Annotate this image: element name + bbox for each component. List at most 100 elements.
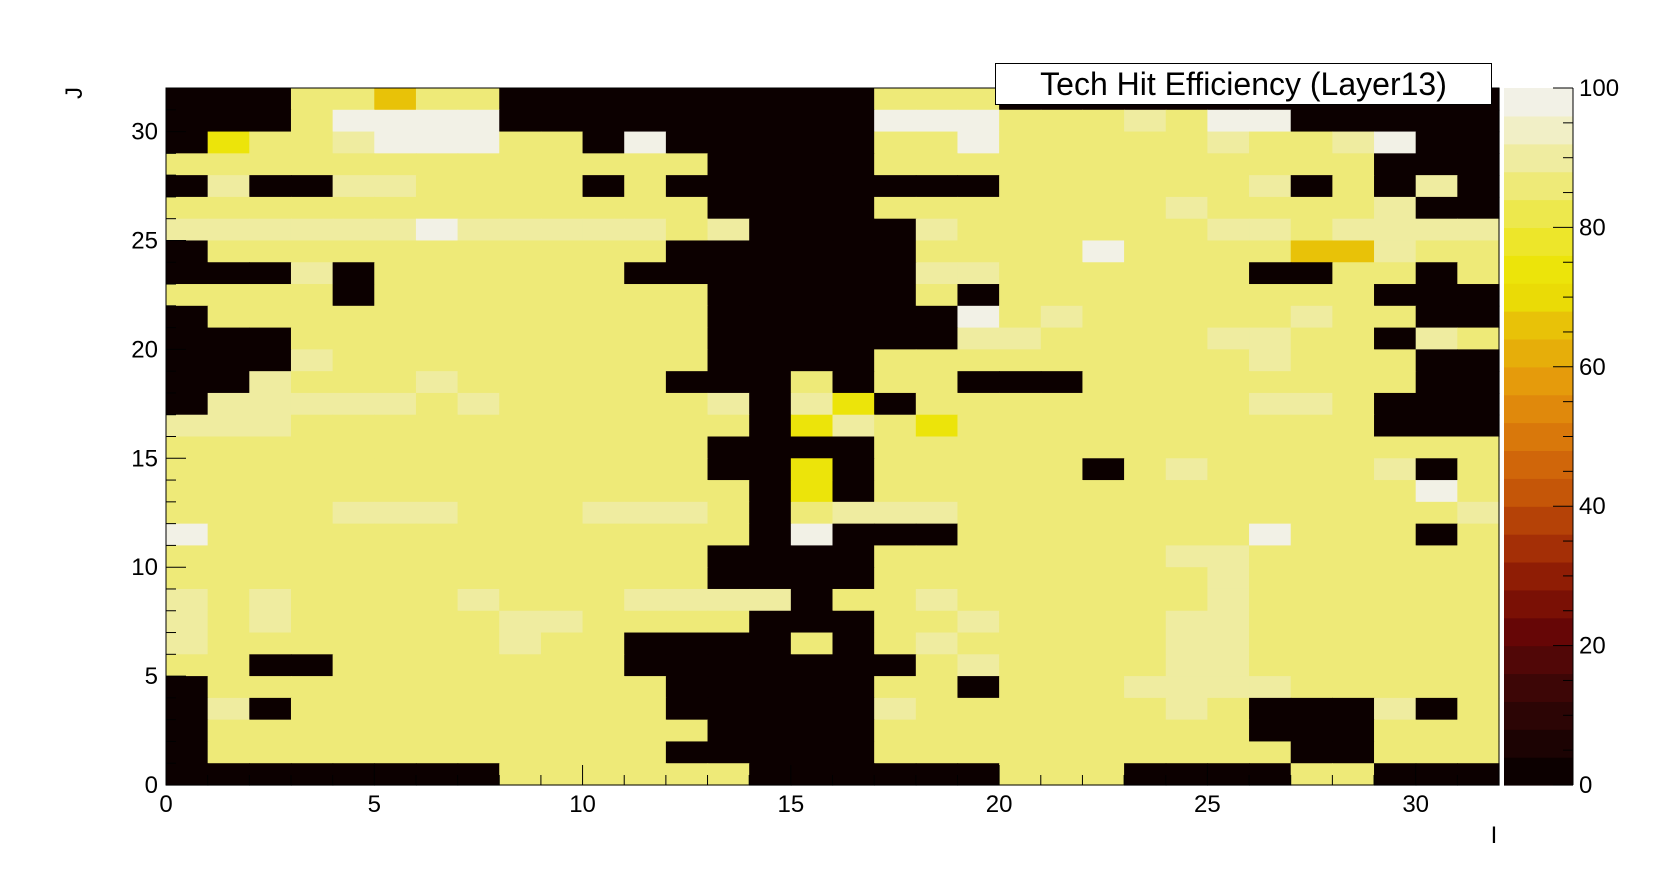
- heatmap-cell: [207, 697, 250, 721]
- color-scale-segment: [1504, 506, 1573, 535]
- heatmap-cell: [249, 610, 292, 634]
- heatmap-cell: [332, 697, 375, 721]
- heatmap-cell: [374, 436, 417, 459]
- heatmap-cell: [582, 371, 625, 394]
- heatmap-cell: [415, 458, 459, 481]
- heatmap-cell: [665, 153, 709, 176]
- heatmap-cell: [290, 109, 334, 133]
- heatmap-cell: [1415, 567, 1458, 590]
- heatmap-cell: [1165, 414, 1209, 438]
- heatmap-cell: [665, 88, 709, 111]
- heatmap-cell: [1124, 196, 1167, 220]
- heatmap-cell: [915, 305, 959, 329]
- heatmap-cell: [915, 196, 959, 220]
- heatmap-cell: [665, 284, 709, 307]
- heatmap-cell: [1415, 719, 1458, 743]
- heatmap-cell: [540, 632, 584, 655]
- heatmap-cell: [749, 218, 792, 242]
- heatmap-cell: [1457, 697, 1500, 721]
- heatmap-cell: [1207, 262, 1250, 285]
- heatmap-cell: [290, 697, 334, 721]
- heatmap-cell: [915, 240, 959, 263]
- heatmap-cell: [1415, 763, 1458, 786]
- heatmap-cell: [540, 262, 584, 285]
- heatmap-cell: [1082, 545, 1125, 568]
- heatmap-cell: [915, 632, 959, 655]
- heatmap-cell: [499, 458, 542, 481]
- heatmap-cell: [1207, 175, 1250, 198]
- heatmap-cell: [207, 392, 250, 416]
- heatmap-cell: [415, 392, 459, 416]
- heatmap-cell: [1457, 632, 1500, 655]
- heatmap-cell: [1290, 763, 1333, 786]
- heatmap-cell: [790, 545, 834, 568]
- heatmap-cell: [1332, 501, 1375, 525]
- heatmap-cell: [582, 719, 625, 743]
- heatmap-cell: [1290, 131, 1333, 154]
- heatmap-cell: [1207, 196, 1250, 220]
- heatmap-cell: [707, 262, 750, 285]
- heatmap-cell: [665, 371, 709, 394]
- heatmap-cell: [499, 676, 542, 699]
- color-scale-segment: [1504, 645, 1573, 675]
- heatmap-cell: [582, 392, 625, 416]
- heatmap-cell: [1040, 610, 1084, 634]
- heatmap-cell: [624, 327, 667, 350]
- heatmap-cell: [1207, 567, 1250, 590]
- heatmap-cell: [1290, 501, 1333, 525]
- heatmap-cell: [874, 262, 917, 285]
- heatmap-cell: [1165, 240, 1209, 263]
- heatmap-cell: [1332, 676, 1375, 699]
- heatmap-cell: [1290, 654, 1333, 677]
- heatmap-cell: [832, 240, 875, 263]
- y-axis: 0 5 10 15 20 25 30: [131, 87, 186, 799]
- heatmap-cell: [415, 741, 459, 764]
- heatmap-cell: [332, 676, 375, 699]
- heatmap-cell: [749, 196, 792, 220]
- heatmap-cell: [665, 588, 709, 612]
- heatmap-cell: [166, 349, 209, 372]
- heatmap-cell: [415, 327, 459, 350]
- color-scale-segment: [1504, 255, 1573, 284]
- x-tick-label: 30: [1402, 791, 1429, 818]
- heatmap-cell: [332, 284, 375, 307]
- heatmap-cell: [249, 327, 292, 350]
- heatmap-cell: [665, 523, 709, 547]
- color-scale-segment: [1504, 143, 1573, 173]
- heatmap-cell: [624, 480, 667, 503]
- heatmap-cell: [624, 719, 667, 743]
- heatmap-cell: [957, 697, 1000, 721]
- heatmap-cell: [790, 196, 834, 220]
- heatmap-cell: [707, 610, 750, 634]
- heatmap-cell: [749, 349, 792, 372]
- heatmap-cell: [499, 436, 542, 459]
- heatmap-cell: [1374, 327, 1417, 350]
- heatmap-cell: [1457, 153, 1500, 176]
- heatmap-cell: [166, 240, 209, 263]
- heatmap-cell: [999, 697, 1042, 721]
- heatmap-cell: [1249, 480, 1292, 503]
- heatmap-cell: [1249, 697, 1292, 721]
- heatmap-cell: [1124, 458, 1167, 481]
- heatmap-cell: [166, 131, 209, 154]
- x-axis-label: I: [1491, 822, 1498, 849]
- z-tick-label: 20: [1579, 633, 1606, 660]
- heatmap-cell: [1290, 196, 1333, 220]
- heatmap-cell: [1124, 741, 1167, 764]
- heatmap-cell: [707, 414, 750, 438]
- heatmap-cell: [582, 588, 625, 612]
- heatmap-cell: [1082, 523, 1125, 547]
- heatmap-cell: [1415, 545, 1458, 568]
- heatmap-cell: [1249, 414, 1292, 438]
- heatmap-cell: [1457, 327, 1500, 350]
- heatmap-cell: [1415, 414, 1458, 438]
- heatmap-cell: [1332, 262, 1375, 285]
- heatmap-cell: [1165, 131, 1209, 154]
- heatmap-cell: [957, 567, 1000, 590]
- heatmap-cell: [707, 567, 750, 590]
- heatmap-cell: [749, 327, 792, 350]
- heatmap-cell: [249, 109, 292, 133]
- chart-title: Tech Hit Efficiency (Layer13): [1040, 65, 1447, 102]
- heatmap-cell: [915, 588, 959, 612]
- color-scale-segment: [1504, 394, 1573, 424]
